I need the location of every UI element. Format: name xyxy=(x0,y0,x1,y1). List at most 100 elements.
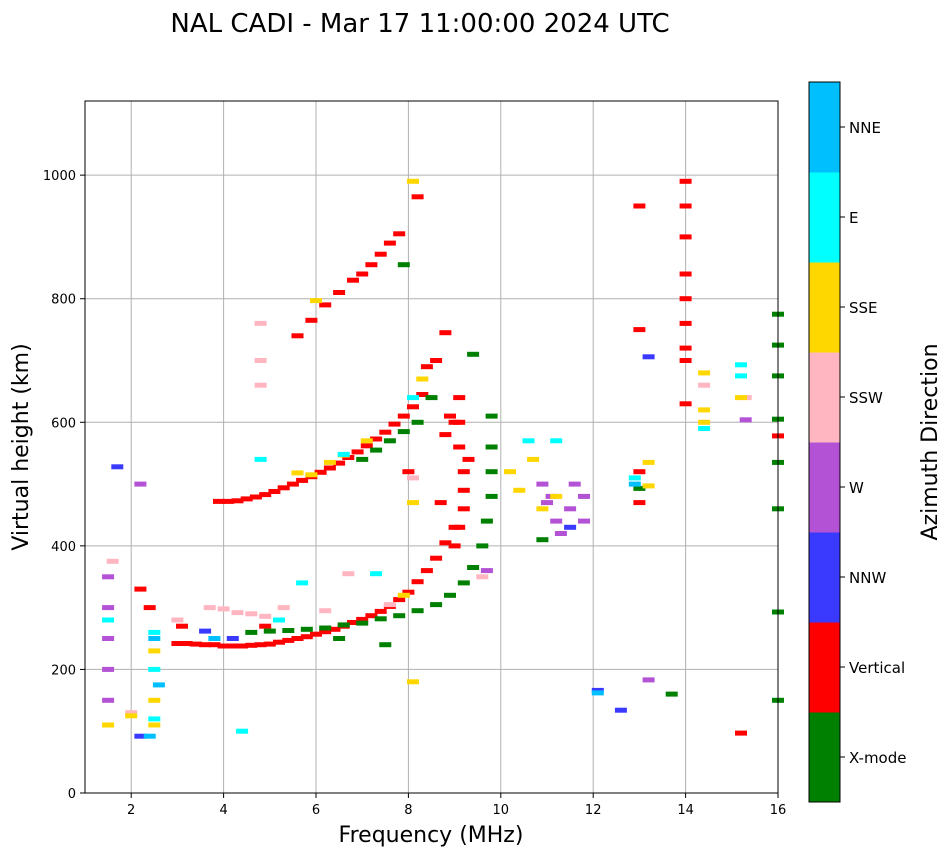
data-point xyxy=(360,443,373,449)
data-point xyxy=(536,537,549,543)
data-point xyxy=(189,641,202,647)
data-point xyxy=(453,444,466,450)
data-point xyxy=(467,565,480,570)
data-points xyxy=(102,178,784,739)
data-point xyxy=(319,629,332,635)
data-point xyxy=(277,485,290,491)
data-point xyxy=(407,475,419,481)
plot-frame xyxy=(84,100,779,794)
data-point xyxy=(134,586,147,592)
colorbar-swatch xyxy=(809,352,840,443)
data-point xyxy=(296,580,309,586)
data-point xyxy=(203,605,216,611)
series-nnw xyxy=(111,354,655,739)
data-point xyxy=(106,558,119,564)
data-point xyxy=(698,407,711,413)
data-point xyxy=(314,469,327,475)
data-point xyxy=(370,571,383,577)
data-point xyxy=(323,459,336,465)
data-point xyxy=(236,643,249,649)
data-point xyxy=(448,543,461,549)
data-point xyxy=(679,203,692,209)
data-point xyxy=(383,438,396,444)
data-point xyxy=(337,451,350,457)
data-point xyxy=(286,481,299,487)
data-point xyxy=(199,642,212,648)
data-point xyxy=(102,697,115,703)
data-point xyxy=(698,382,711,388)
data-point xyxy=(291,333,304,339)
data-point xyxy=(152,682,165,688)
data-point xyxy=(383,240,396,246)
data-point xyxy=(633,500,646,506)
data-point xyxy=(176,623,188,629)
data-point xyxy=(263,628,276,634)
colorbar-tick-label: NNW xyxy=(849,569,886,587)
data-point xyxy=(397,429,410,435)
data-point xyxy=(480,568,493,574)
data-point xyxy=(134,481,147,487)
x-axis-label: Frequency (MHz) xyxy=(339,823,524,848)
data-point xyxy=(249,494,262,500)
data-point xyxy=(522,438,535,444)
data-point xyxy=(614,707,627,713)
data-point xyxy=(347,620,359,625)
data-point xyxy=(291,470,304,476)
data-point xyxy=(342,571,355,577)
y-tick-label: 1000 xyxy=(43,169,76,184)
data-point xyxy=(273,639,285,645)
data-point xyxy=(323,465,336,471)
data-point xyxy=(411,579,424,585)
data-point xyxy=(578,493,590,499)
data-point xyxy=(407,404,419,410)
data-point xyxy=(735,362,747,368)
colorbar-swatch xyxy=(809,442,840,533)
data-point xyxy=(310,298,322,304)
colorbar: X-mode Vertical NNW W SSW SSE E NNE xyxy=(808,81,906,803)
data-point xyxy=(425,395,438,401)
data-point xyxy=(171,641,184,646)
data-point xyxy=(245,629,258,635)
data-point xyxy=(102,617,115,623)
data-point xyxy=(208,642,221,648)
data-point xyxy=(125,710,138,716)
data-point xyxy=(444,413,456,419)
data-point xyxy=(102,574,115,580)
data-point xyxy=(735,373,747,379)
data-point xyxy=(282,628,295,633)
data-point xyxy=(453,524,466,530)
data-point xyxy=(245,642,258,648)
data-point xyxy=(291,636,304,641)
data-point xyxy=(407,500,419,506)
data-point xyxy=(564,506,577,512)
data-point xyxy=(259,623,272,629)
data-point xyxy=(356,616,369,622)
data-point xyxy=(642,354,655,360)
data-point xyxy=(739,417,752,423)
x-tick-label: 16 xyxy=(770,803,787,818)
data-point xyxy=(365,613,378,619)
data-point xyxy=(439,540,452,546)
data-point xyxy=(296,477,309,483)
x-tick-label: 12 xyxy=(585,803,602,818)
data-point xyxy=(102,636,115,641)
data-point xyxy=(102,722,115,728)
data-point xyxy=(550,438,563,444)
data-point xyxy=(407,395,419,401)
data-point xyxy=(365,262,378,268)
data-point xyxy=(480,518,493,524)
x-tick-label: 4 xyxy=(219,803,227,818)
data-point xyxy=(439,432,452,438)
data-point xyxy=(148,697,161,703)
data-point xyxy=(236,728,249,734)
y-tick-label: 400 xyxy=(51,540,76,555)
series-nne xyxy=(143,481,641,739)
data-point xyxy=(102,666,115,672)
data-point xyxy=(430,358,443,363)
data-point xyxy=(462,456,475,462)
data-point xyxy=(226,643,239,649)
data-point xyxy=(337,622,350,628)
data-point xyxy=(591,690,604,696)
data-point xyxy=(578,518,590,524)
data-point xyxy=(679,401,692,407)
